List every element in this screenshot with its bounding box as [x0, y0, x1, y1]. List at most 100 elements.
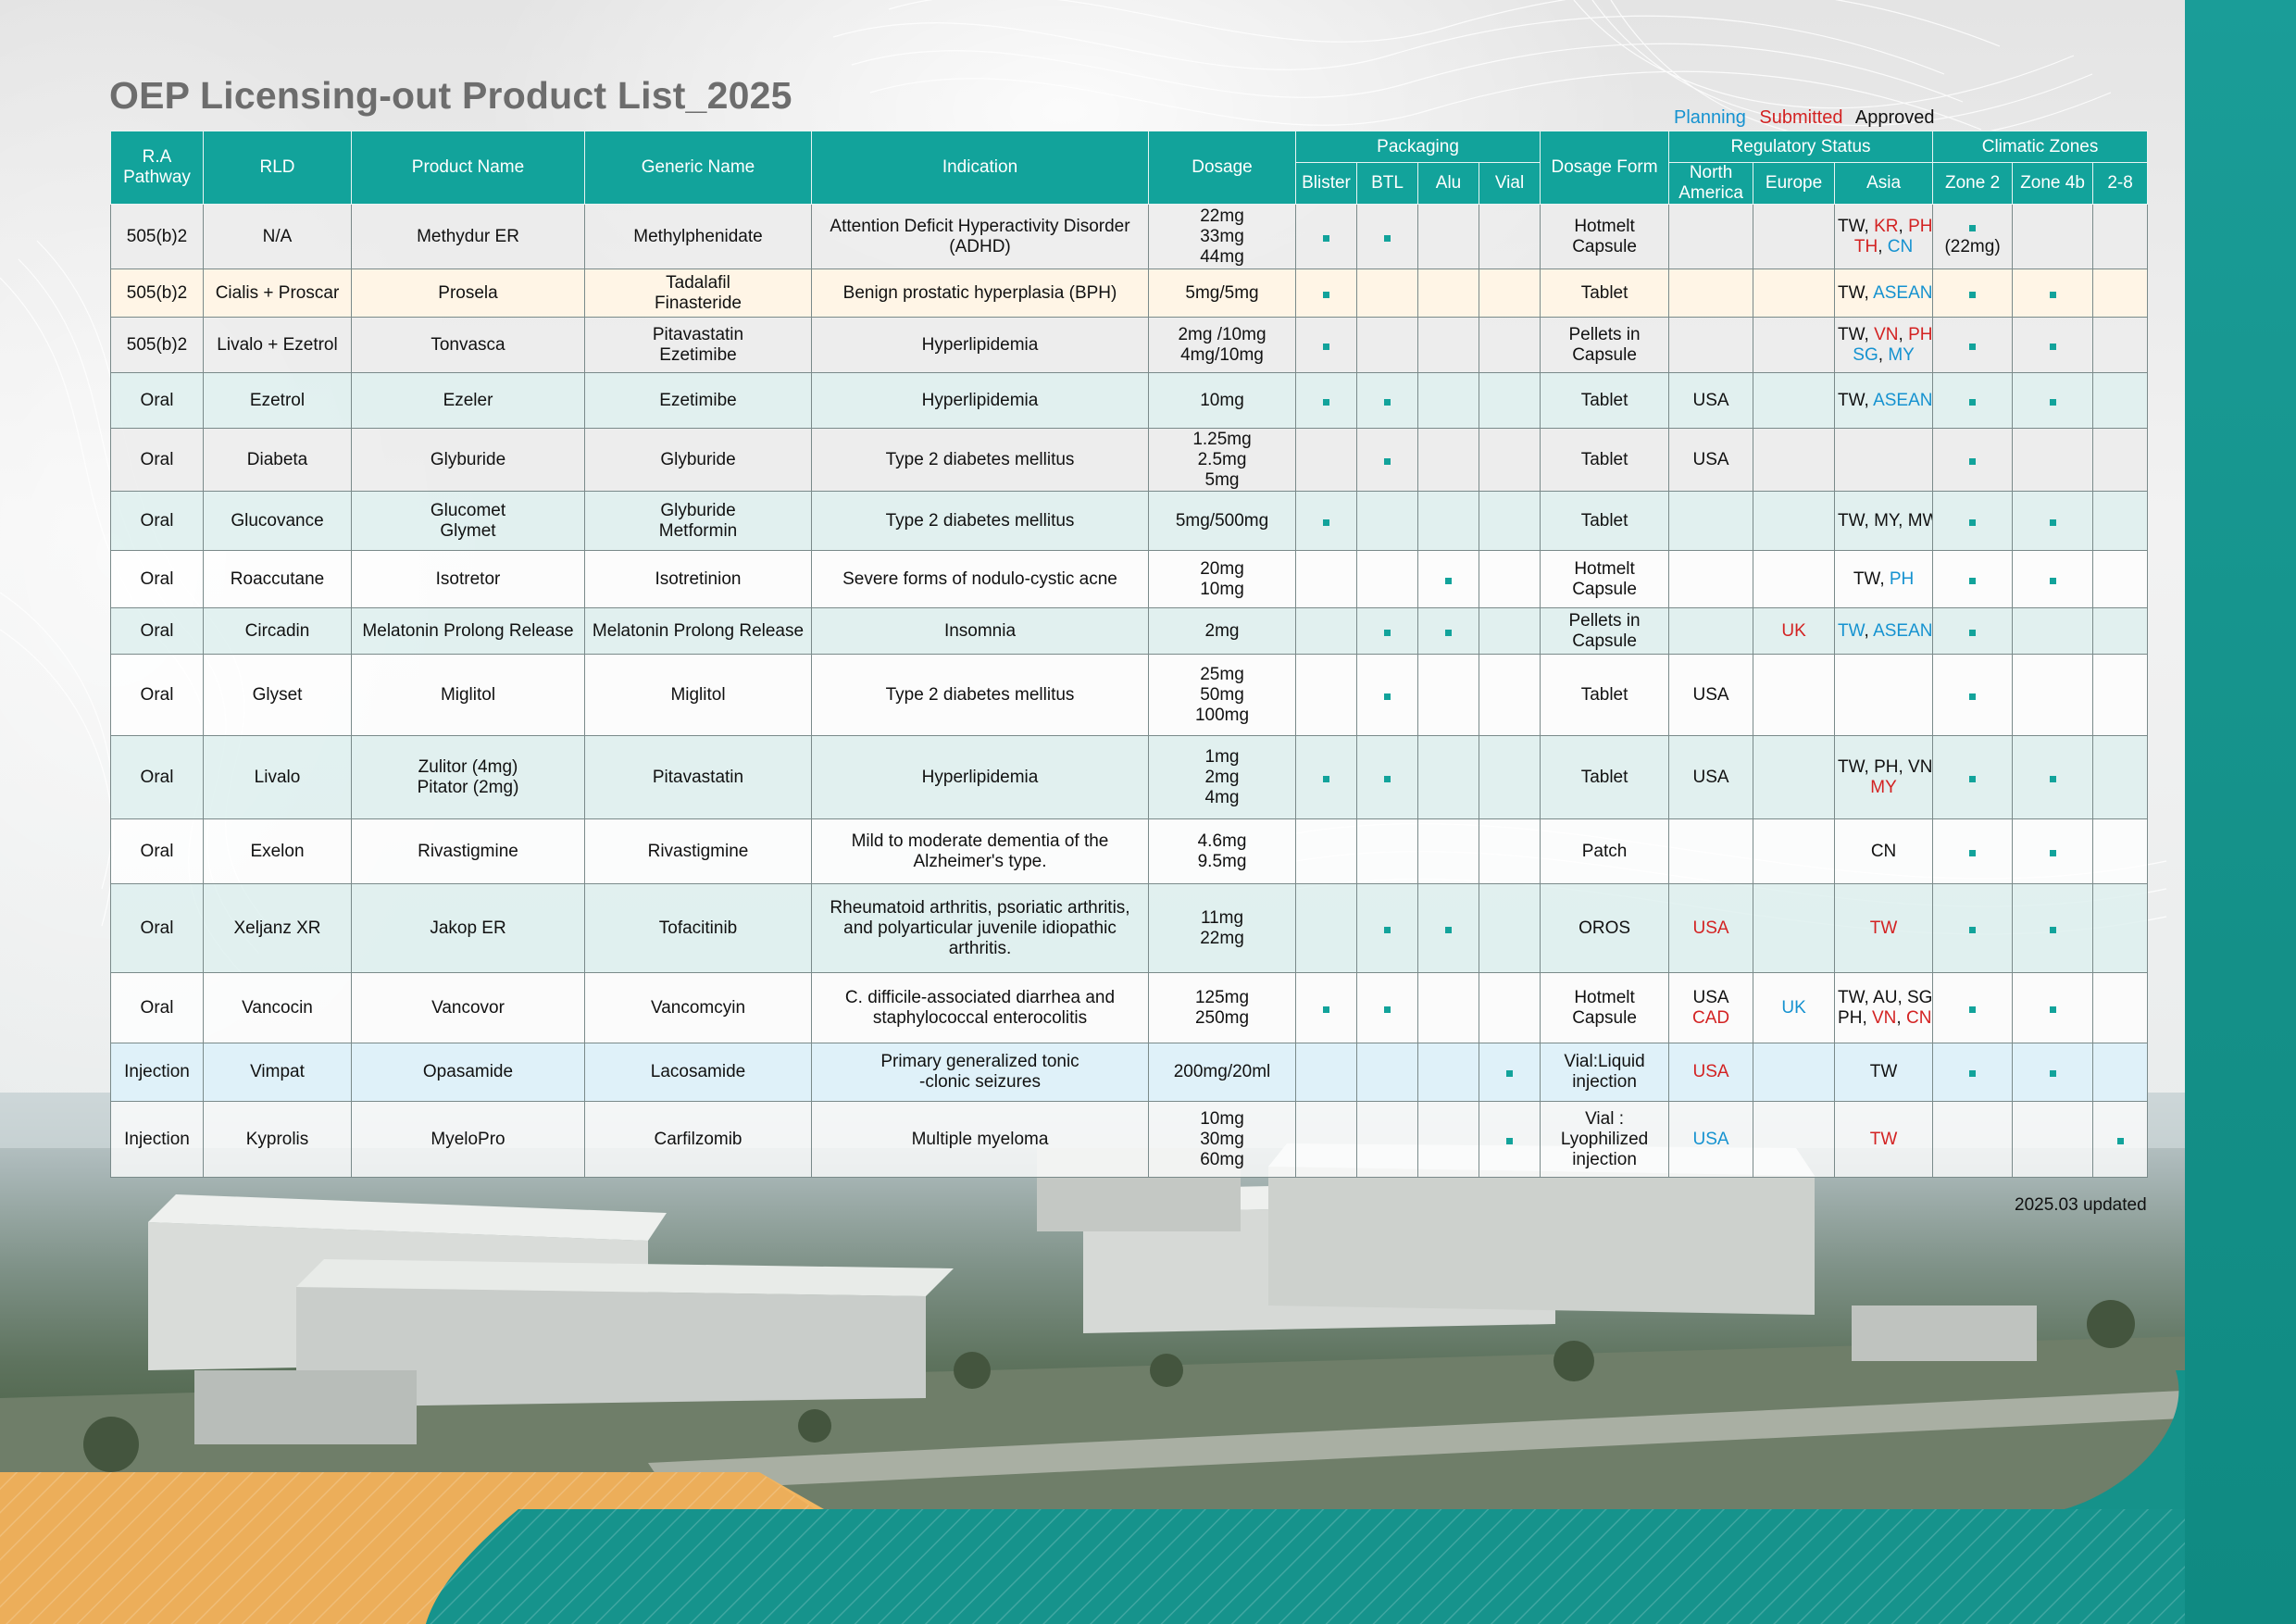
country-code: CN [1870, 841, 1897, 861]
check-mark-icon [1384, 693, 1391, 700]
table-row: Oral Xeljanz XR Jakop ER Tofacitinib Rheumat… [110, 883, 2149, 973]
cell-zone-4b [2012, 607, 2094, 655]
check-mark-icon [1323, 291, 1329, 298]
cell-europe [1753, 1101, 1836, 1178]
zone-note: (22mg) [1944, 236, 2001, 256]
cell-generic-name: Miglitol [584, 654, 812, 736]
cell-zone-2-8 [2092, 317, 2149, 373]
right-teal-band [2185, 0, 2296, 1624]
cell-zone-2 [1932, 972, 2014, 1043]
cell-north-america: USA [1668, 654, 1754, 736]
country-code: TW, PH, VN [1838, 756, 1933, 777]
cell-ra-pathway: Oral [110, 491, 204, 551]
status-line: PH, VN, CN [1838, 1008, 1931, 1029]
cell-indication: Attention Deficit Hyperactivity Disorder… [811, 204, 1149, 269]
cell-zone-2 [1932, 428, 2014, 492]
cell-indication: Benign prostatic hyperplasia (BPH) [811, 269, 1149, 318]
status-line: TH, CN [1838, 237, 1929, 257]
cell-europe [1753, 491, 1836, 551]
cell-indication: Hyperlipidemia [811, 735, 1149, 819]
cell-rld: Vancocin [203, 972, 352, 1043]
cell-product-name: Vancovor [351, 972, 585, 1043]
cell-dosage-form: Tablet [1540, 372, 1670, 429]
cell-zone-4b [2012, 735, 2094, 819]
cell-rld: Kyprolis [203, 1101, 352, 1178]
check-mark-icon [1323, 775, 1329, 782]
cell-product-name: Isotretor [351, 550, 585, 608]
cell-dosage-form: Tablet [1540, 491, 1670, 551]
cell-rld: Circadin [203, 607, 352, 655]
cell-europe [1753, 654, 1836, 736]
status-line: USA [1672, 391, 1750, 411]
cell-dosage-form: Vial:Liquid injection [1540, 1043, 1670, 1102]
country-code: UK [1781, 620, 1806, 641]
check-mark-icon [1969, 775, 1977, 782]
cell-zone-2 [1932, 317, 2014, 373]
col-asia: Asia [1834, 162, 1934, 205]
cell-zone-4b [2012, 818, 2094, 884]
country-code: TW [1869, 1129, 1898, 1149]
cell-vial [1478, 972, 1541, 1043]
status-line: CN [1838, 842, 1929, 862]
table-row: Oral Livalo Zulitor (4mg) Pitator (2mg) Pit… [110, 735, 2149, 819]
cell-dosage: 11mg 22mg [1148, 883, 1296, 973]
col-vial: Vial [1478, 162, 1541, 205]
cell-dosage-form: Tablet [1540, 269, 1670, 318]
header-row-top: R.A Pathway RLD Product Name Generic Nam… [110, 131, 2149, 205]
col-north-america: North America [1668, 162, 1754, 205]
cell-generic-name: Lacosamide [584, 1043, 812, 1102]
cell-btl [1356, 428, 1418, 492]
cell-product-name: Melatonin Prolong Release [351, 607, 585, 655]
cell-europe [1753, 317, 1836, 373]
cell-ra-pathway: Oral [110, 607, 204, 655]
cell-europe [1753, 550, 1836, 608]
country-code: USA [1692, 1129, 1729, 1149]
cell-asia: TW [1834, 1043, 1934, 1102]
cell-north-america: USA [1668, 372, 1754, 429]
country-code: , [1864, 216, 1875, 236]
check-mark-icon [2049, 577, 2056, 584]
check-mark-icon [1323, 398, 1329, 406]
country-code: TW [1838, 390, 1865, 410]
cell-vial [1478, 654, 1541, 736]
country-code: TW, AU, SG, [1838, 987, 1933, 1007]
country-code: PH [1908, 324, 1933, 344]
cell-zone-2-8 [2092, 1043, 2149, 1102]
cell-product-name: MyeloPro [351, 1101, 585, 1178]
cell-zone-2 [1932, 491, 2014, 551]
legend-approved: Approved [1854, 107, 1935, 128]
status-line: TW, ASEAN [1838, 283, 1932, 304]
cell-alu [1417, 428, 1479, 492]
updated-note: 2025.03 updated [2015, 1195, 2147, 1215]
cell-asia: TW, ASEAN [1834, 607, 1934, 655]
cell-vial [1478, 204, 1541, 269]
cell-zone-2-8 [2092, 1101, 2149, 1178]
cell-rld: Livalo + Ezetrol [203, 317, 352, 373]
cell-north-america [1668, 317, 1754, 373]
cell-indication: Type 2 diabetes mellitus [811, 428, 1149, 492]
cell-zone-4b [2012, 883, 2094, 973]
country-code: MY [1870, 777, 1897, 797]
cell-asia [1834, 428, 1934, 492]
cell-asia: TW, KR, PH,TH, CN [1834, 204, 1934, 269]
cell-alu [1417, 372, 1479, 429]
cell-btl [1356, 550, 1418, 608]
cell-zone-2 [1932, 818, 2014, 884]
country-code: , [1898, 324, 1909, 344]
cell-blister [1295, 1101, 1357, 1178]
cell-dosage-form: Pellets in Capsule [1540, 607, 1670, 655]
country-code: USA [1692, 1062, 1729, 1081]
cell-dosage: 25mg 50mg 100mg [1148, 654, 1296, 736]
cell-btl [1356, 1043, 1418, 1102]
cell-dosage-form: Tablet [1540, 428, 1670, 492]
cell-zone-4b [2012, 317, 2094, 373]
cell-zone-2 [1932, 1043, 2014, 1102]
cell-product-name: Tonvasca [351, 317, 585, 373]
check-mark-icon [1384, 1006, 1391, 1013]
cell-asia: TW, VN, PH SG, MY [1834, 317, 1934, 373]
table-body: 505(b)2 N/A Methydur ER Methylphenidate Atte… [110, 204, 2149, 1178]
page-title: OEP Licensing-out Product List_2025 [109, 74, 792, 117]
cell-product-name: Jakop ER [351, 883, 585, 973]
cell-zone-4b [2012, 372, 2094, 429]
cell-zone-4b [2012, 1101, 2094, 1178]
